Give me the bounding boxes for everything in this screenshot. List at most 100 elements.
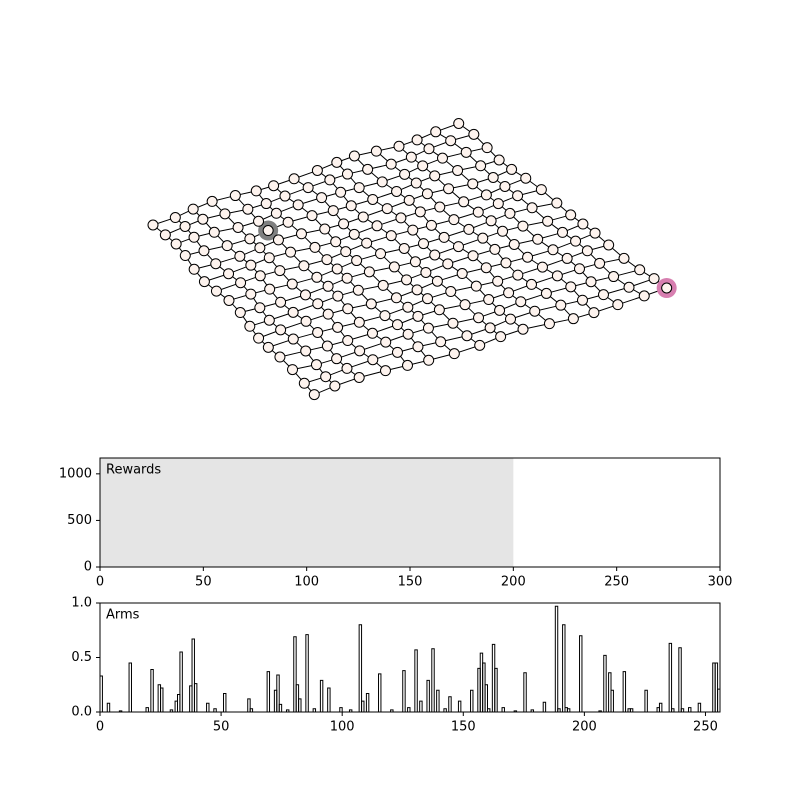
graph-node <box>565 209 577 221</box>
graph-node <box>223 268 235 280</box>
graph-node <box>493 154 505 166</box>
arm-bin <box>513 710 518 712</box>
graph-node <box>403 194 415 206</box>
graph-node <box>603 239 615 251</box>
graph-node <box>402 301 414 313</box>
graph-node <box>250 185 262 197</box>
arm-bin <box>223 692 227 712</box>
graph-node <box>417 238 429 250</box>
panel-label: Rewards <box>106 463 161 478</box>
x-tick-label: 250 <box>693 720 718 735</box>
x-tick-label: 200 <box>501 575 526 590</box>
graph-node <box>480 262 492 274</box>
graph-node <box>417 160 429 172</box>
graph-node <box>567 313 579 325</box>
graph-node <box>484 322 496 334</box>
graph-node <box>354 345 366 357</box>
graph-node <box>282 216 294 228</box>
arm-bin <box>249 708 254 712</box>
graph-node <box>319 223 331 235</box>
graph-node <box>235 277 247 289</box>
shaded-span <box>100 458 514 567</box>
graph-node <box>429 170 441 182</box>
graph-node <box>456 268 468 280</box>
graph-node <box>402 328 414 340</box>
graph-node <box>395 212 407 224</box>
graph-node <box>353 316 365 328</box>
graph-node <box>517 220 529 232</box>
graph-node <box>399 168 411 180</box>
graph-node <box>298 377 310 389</box>
graph-node <box>520 172 532 184</box>
graph-node <box>275 296 287 308</box>
graph-node <box>492 275 504 287</box>
arm-bin <box>402 670 406 712</box>
graph-node <box>361 237 373 249</box>
arm-bin <box>348 709 353 712</box>
arm-bin <box>470 689 474 712</box>
graph-node <box>272 234 284 246</box>
arm-bin <box>191 638 195 712</box>
graph-node <box>341 362 353 374</box>
graph-node <box>577 218 589 230</box>
graph-node <box>535 184 547 196</box>
arm-bin <box>160 687 164 712</box>
graph-node <box>188 231 200 243</box>
graph-node <box>187 203 199 215</box>
graph-node <box>453 117 465 129</box>
graph-node <box>485 215 497 227</box>
arm-bin <box>298 698 302 712</box>
graph-node <box>274 351 286 363</box>
graph-node <box>467 178 479 190</box>
graph-node <box>295 228 307 240</box>
graph-node <box>322 280 334 292</box>
graph-node <box>608 271 620 283</box>
arm-bin <box>566 708 571 712</box>
graph-node <box>547 244 559 256</box>
graph-node <box>341 168 353 180</box>
arm-bin <box>431 648 435 712</box>
graph-node <box>412 310 424 322</box>
graph-node <box>512 190 524 202</box>
graph-node <box>589 227 601 239</box>
graph-node <box>623 281 635 293</box>
y-tick-label: 1.0 <box>71 596 92 611</box>
graph-node <box>425 219 437 231</box>
arm-bin <box>128 662 132 712</box>
graph-node <box>429 249 441 261</box>
graph-node <box>581 245 593 257</box>
graph-node <box>169 212 181 224</box>
graph-node <box>423 143 435 155</box>
arm-bin <box>523 672 527 712</box>
graph-node <box>210 258 222 270</box>
graph-node <box>495 331 507 343</box>
graph-node <box>438 231 450 243</box>
graph-node <box>206 195 218 207</box>
arm-bin <box>644 689 648 712</box>
graph-node <box>270 207 282 219</box>
graph-node <box>435 336 447 348</box>
graph-node <box>242 203 254 215</box>
graph-node <box>468 128 480 140</box>
graph-node <box>331 353 343 365</box>
graph-node <box>332 321 344 333</box>
graph-node <box>274 265 286 277</box>
y-tick-label: 0 <box>84 560 92 575</box>
graph-node <box>379 310 391 322</box>
graph-node <box>638 290 650 302</box>
x-tick-label: 300 <box>708 575 733 590</box>
graph-node <box>612 299 624 311</box>
graph-node <box>470 280 482 292</box>
graph-node <box>244 320 256 332</box>
graph-node <box>436 152 448 164</box>
arm-bin <box>629 708 634 712</box>
graph-node <box>253 332 265 344</box>
arm-bin <box>671 708 675 712</box>
arm-bin <box>501 707 505 712</box>
graph-node <box>500 257 512 269</box>
graph-node <box>367 354 379 366</box>
graph-node <box>443 183 455 195</box>
graph-node <box>268 180 280 192</box>
arm-bin <box>680 708 685 712</box>
